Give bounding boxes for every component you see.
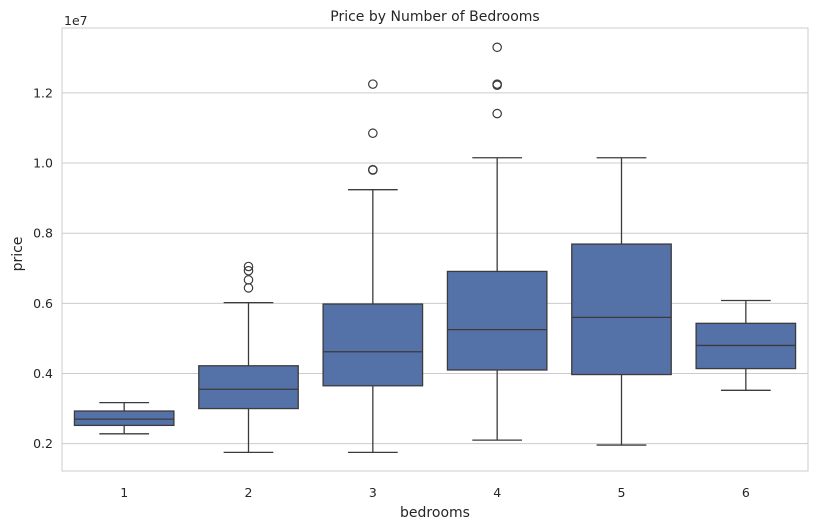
box-group-4 [446,42,548,441]
box-group-2 [198,261,299,454]
y-tick-label: 0.6 [33,296,53,311]
outlier-point [368,79,378,89]
box-iqr [73,410,175,427]
x-tick-label: 3 [369,485,377,500]
outlier-point [243,265,254,276]
x-tick-label: 6 [742,485,750,500]
outlier-point [492,42,502,53]
outlier-point [243,283,254,293]
box-series [73,42,797,454]
box-group-6 [695,299,797,391]
grid-lines [62,92,808,445]
y-axis-label: price [10,237,26,272]
box-group-1 [73,401,175,435]
outlier-point [492,79,502,89]
box-group-3 [322,79,424,454]
x-tick-label: 2 [245,485,253,500]
box-iqr [198,365,299,410]
plot-frame [61,27,809,472]
x-tick-label: 4 [493,485,501,500]
y-scale-offset-label: 1e7 [64,13,88,28]
box-iqr [322,303,424,387]
outlier-point [243,275,254,285]
box-iqr [446,270,548,371]
y-tick-label: 0.4 [33,366,53,381]
tick-labels: 0.2 0.4 0.6 0.8 1.0 1.2 1 2 3 4 5 6 [33,85,750,500]
x-tick-label: 1 [120,485,128,500]
chart-title: Price by Number of Bedrooms [330,9,539,25]
y-tick-label: 0.8 [33,226,53,241]
outlier-point [368,164,378,175]
y-tick-label: 1.0 [33,156,53,171]
outlier-point [243,261,254,272]
x-tick-label: 5 [618,485,626,500]
y-tick-label: 1.2 [33,85,53,100]
box-group-5 [571,157,672,446]
box-iqr [571,243,672,376]
outlier-point [368,128,378,139]
x-axis-label: bedrooms [400,505,470,521]
y-tick-label: 0.2 [33,436,53,451]
outlier-point [492,108,502,119]
